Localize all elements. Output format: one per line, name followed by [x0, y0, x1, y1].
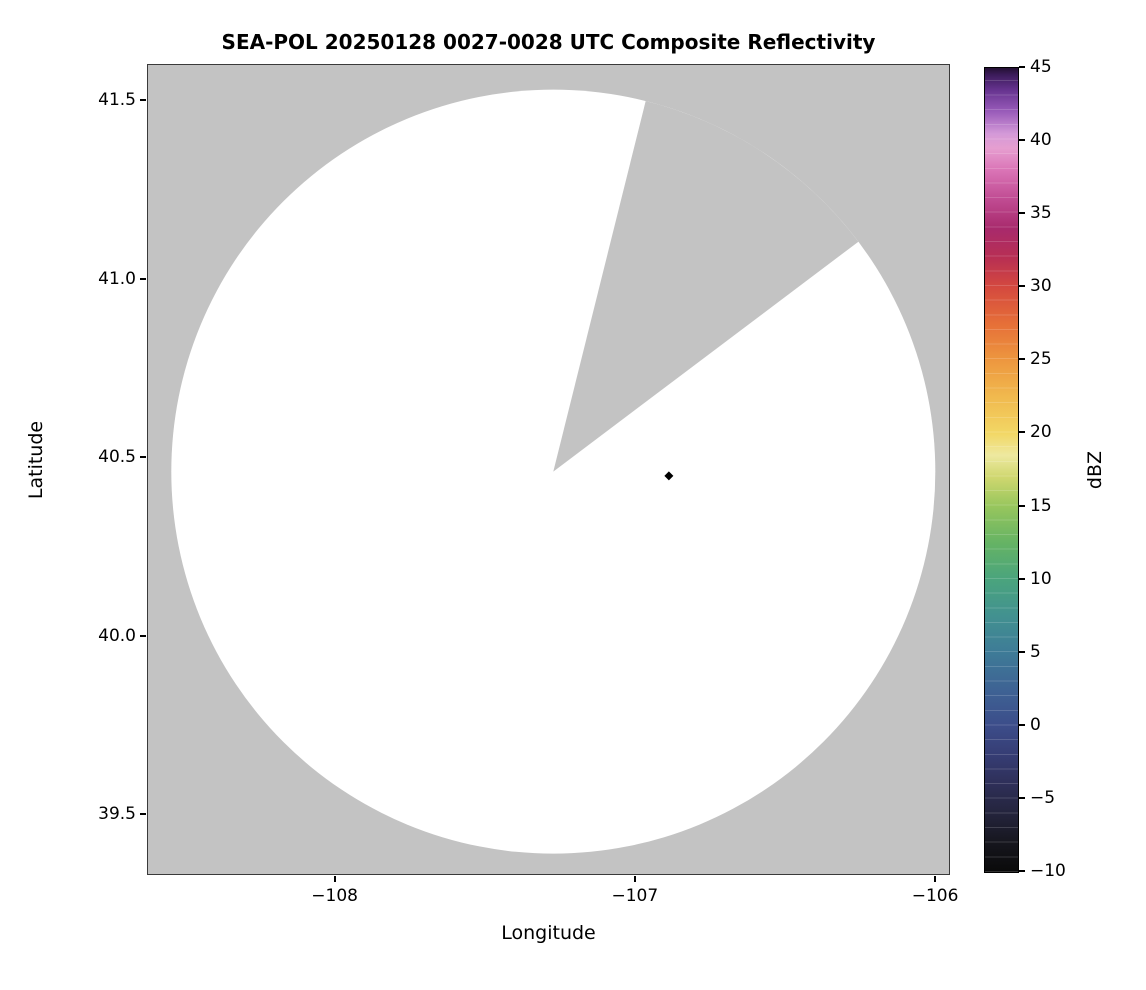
colorbar-tick-mark: [1019, 358, 1025, 361]
y-tick-label: 41.5: [98, 90, 136, 111]
x-tick-label: −106: [911, 886, 959, 906]
colorbar-discrete-bands: [985, 68, 1018, 872]
radar-coverage-plot: [171, 89, 936, 854]
chart-title: SEA-POL 20250128 0027-0028 UTC Composite…: [221, 30, 876, 54]
y-tick-mark: [140, 277, 146, 280]
colorbar-tick-label: 0: [1030, 714, 1041, 735]
colorbar-tick-label: 5: [1030, 641, 1041, 662]
colorbar: [984, 67, 1019, 873]
y-tick-mark: [140, 456, 146, 459]
colorbar-tick-label: 20: [1030, 422, 1052, 443]
y-tick-mark: [140, 813, 146, 816]
colorbar-tick-label: 10: [1030, 568, 1052, 589]
x-tick-label: −107: [611, 886, 659, 906]
missing-data-sector-wedge: [553, 101, 859, 472]
y-tick-mark: [140, 634, 146, 637]
colorbar-tick-label: 30: [1030, 276, 1052, 297]
x-tick-mark: [633, 876, 636, 882]
plot-area: [147, 64, 950, 875]
colorbar-tick-label: 40: [1030, 130, 1052, 151]
radar-site-marker: [664, 471, 674, 481]
colorbar-tick-mark: [1019, 650, 1025, 653]
colorbar-tick-mark: [1019, 212, 1025, 215]
colorbar-tick-label: −5: [1030, 787, 1056, 808]
colorbar-tick-mark: [1019, 796, 1025, 799]
y-tick-label: 41.0: [98, 268, 136, 289]
colorbar-tick-mark: [1019, 870, 1025, 872]
x-tick-mark: [934, 876, 937, 882]
colorbar-tick-mark: [1019, 723, 1025, 726]
y-tick-label: 40.5: [98, 447, 136, 468]
colorbar-tick-mark: [1019, 66, 1025, 68]
colorbar-tick-label: 45: [1030, 57, 1052, 77]
y-axis-label: Latitude: [25, 420, 47, 500]
colorbar-tick-label: 15: [1030, 495, 1052, 516]
colorbar-tick-mark: [1019, 139, 1025, 142]
y-tick-label: 40.0: [98, 625, 136, 646]
colorbar-tick-label: −10: [1030, 861, 1066, 881]
y-tick-mark: [140, 99, 146, 102]
colorbar-gradient: [985, 68, 1018, 872]
colorbar-tick-label: 35: [1030, 203, 1052, 224]
x-axis-label: Longitude: [501, 922, 596, 944]
y-tick-label: 39.5: [98, 804, 136, 825]
colorbar-tick-mark: [1019, 504, 1025, 507]
x-tick-label: −108: [311, 886, 358, 906]
colorbar-tick-label: 25: [1030, 349, 1052, 370]
colorbar-tick-mark: [1019, 285, 1025, 288]
x-tick-mark: [333, 876, 336, 882]
colorbar-tick-mark: [1019, 431, 1025, 434]
colorbar-tick-mark: [1019, 577, 1025, 580]
